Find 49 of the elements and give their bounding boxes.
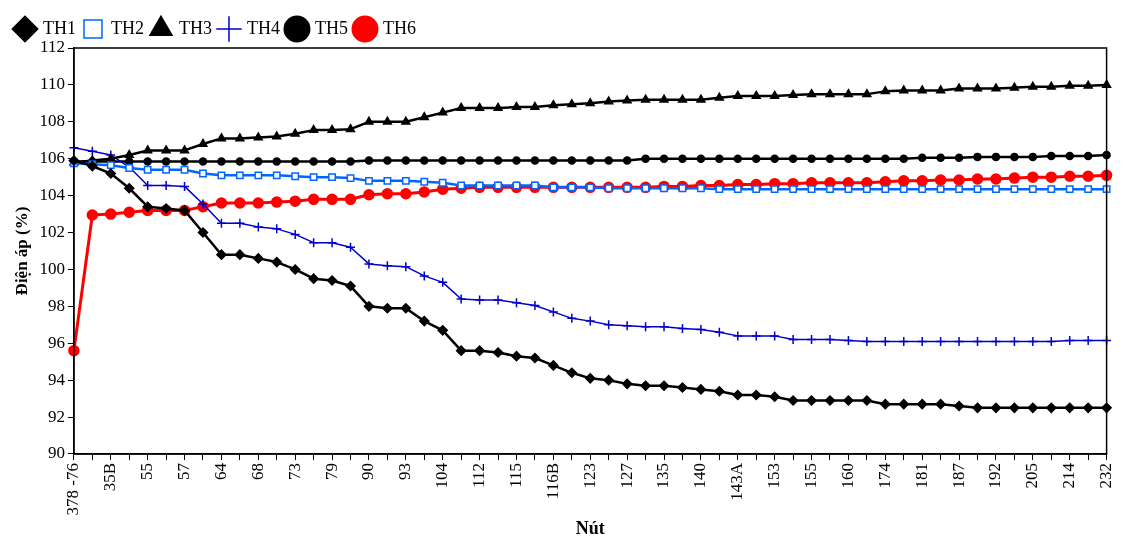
x-tick-label: 214 [1059,462,1079,489]
legend-label: TH3 [178,17,212,38]
y-tick-label: 104 [39,185,66,205]
y-tick-label: 110 [40,74,65,94]
x-tick-label: 104 [432,462,452,489]
y-tick-label: 112 [40,37,65,57]
x-tick-label: 187 [948,462,968,489]
y-tick-label: 94 [47,369,66,389]
x-tick-label: 153 [764,462,784,489]
y-tick-label: 92 [47,406,65,426]
legend-label: TH5 [314,17,348,38]
x-tick-label: 64 [210,462,230,480]
x-tick-label: 232 [1096,462,1116,489]
x-tick-label: 155 [801,462,821,489]
y-tick-label: 96 [47,332,65,352]
x-tick-label: 135 [653,462,673,489]
x-tick-label: 123 [579,462,599,489]
x-tick-label: 160 [837,462,857,489]
x-tick-label: 57 [174,462,194,480]
y-tick-label: 108 [39,111,65,131]
x-tick-label: 140 [690,462,710,489]
x-tick-label: 115 [505,462,525,488]
legend-label: TH1 [43,17,76,38]
legend-label: TH6 [382,17,416,38]
x-tick-label: 143A [727,462,747,501]
x-tick-label: 127 [616,462,636,489]
x-tick-label: 68 [247,462,267,480]
x-axis-title: Nút [575,517,605,538]
y-tick-label: 102 [39,222,65,242]
x-tick-label: 79 [321,462,341,480]
x-tick-label: 192 [985,462,1005,489]
y-tick-label: 106 [39,148,65,168]
x-tick-label: 174 [874,462,894,489]
x-tick-label: 116B [542,462,562,500]
y-tick-label: 90 [47,443,65,463]
x-tick-label: 55 [137,462,157,480]
legend-label: TH2 [110,17,144,38]
x-tick-label: 90 [358,462,378,480]
x-tick-label: 112 [469,462,489,488]
y-tick-label: 100 [39,258,65,278]
x-tick-label: 93 [395,462,415,480]
x-tick-label: 378 -76 [63,462,83,516]
x-tick-label: 205 [1022,462,1042,489]
x-tick-label: 73 [284,462,304,480]
x-tick-label: 181 [911,462,931,489]
x-tick-label: 35B [100,462,120,492]
legend-label: TH4 [246,17,280,38]
y-tick-label: 98 [47,295,65,315]
y-axis-title: Điện áp (%) [11,206,31,296]
